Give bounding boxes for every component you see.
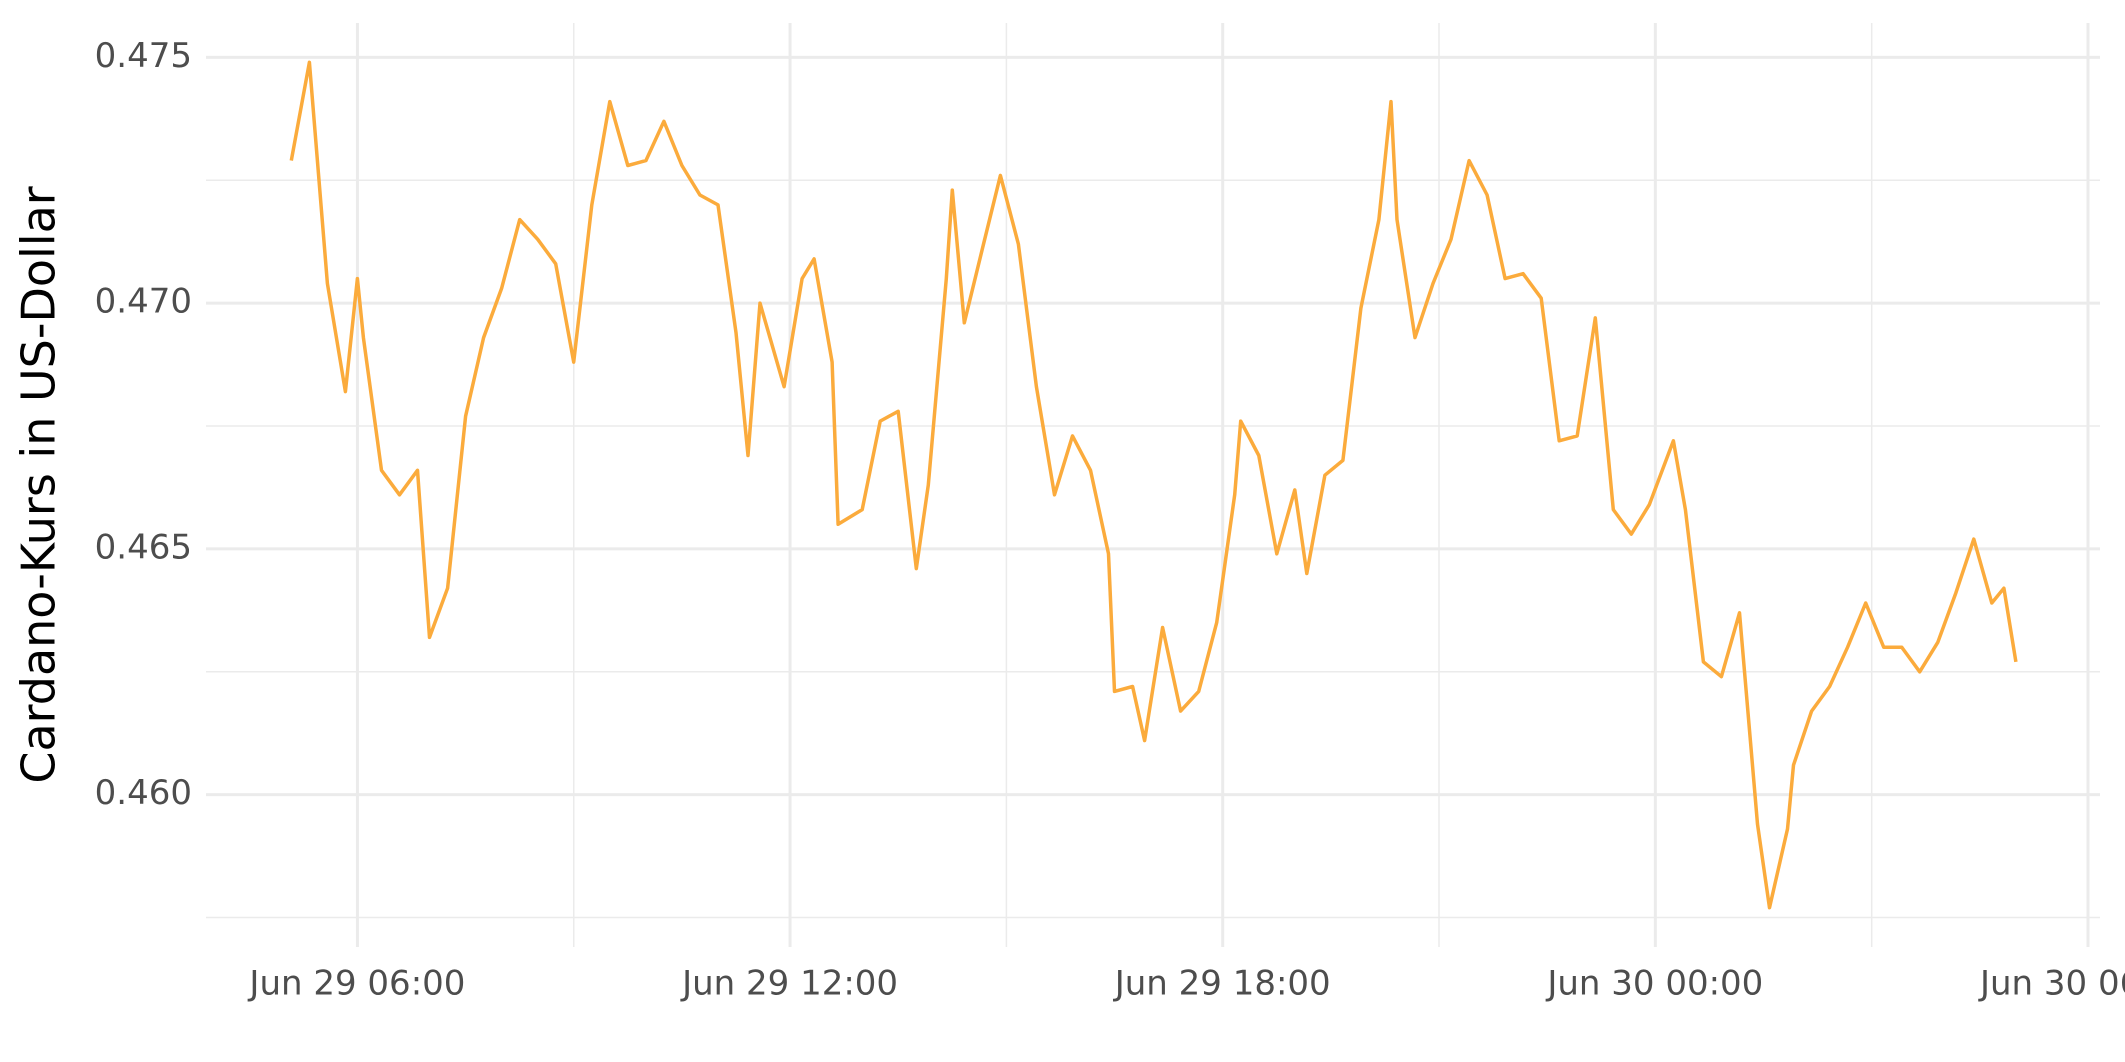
x-tick-label: Jun 29 06:00 xyxy=(247,964,465,1004)
y-tick-label: 0.475 xyxy=(95,36,192,76)
y-tick-label: 0.465 xyxy=(95,527,192,567)
x-tick-label: Jun 30 00:00 xyxy=(1545,964,1763,1004)
line xyxy=(289,60,2018,910)
x-tick-label: Jun 29 18:00 xyxy=(1113,964,1331,1004)
y-tick-label: 0.470 xyxy=(95,282,192,322)
x-tick-label: Jun 30 06:00 xyxy=(1978,964,2125,1004)
y-axis-title: Cardano-Kurs in US-Dollar xyxy=(12,186,66,783)
x-tick-label: Jun 29 12:00 xyxy=(680,964,898,1004)
y-tick-label: 0.460 xyxy=(95,773,192,813)
